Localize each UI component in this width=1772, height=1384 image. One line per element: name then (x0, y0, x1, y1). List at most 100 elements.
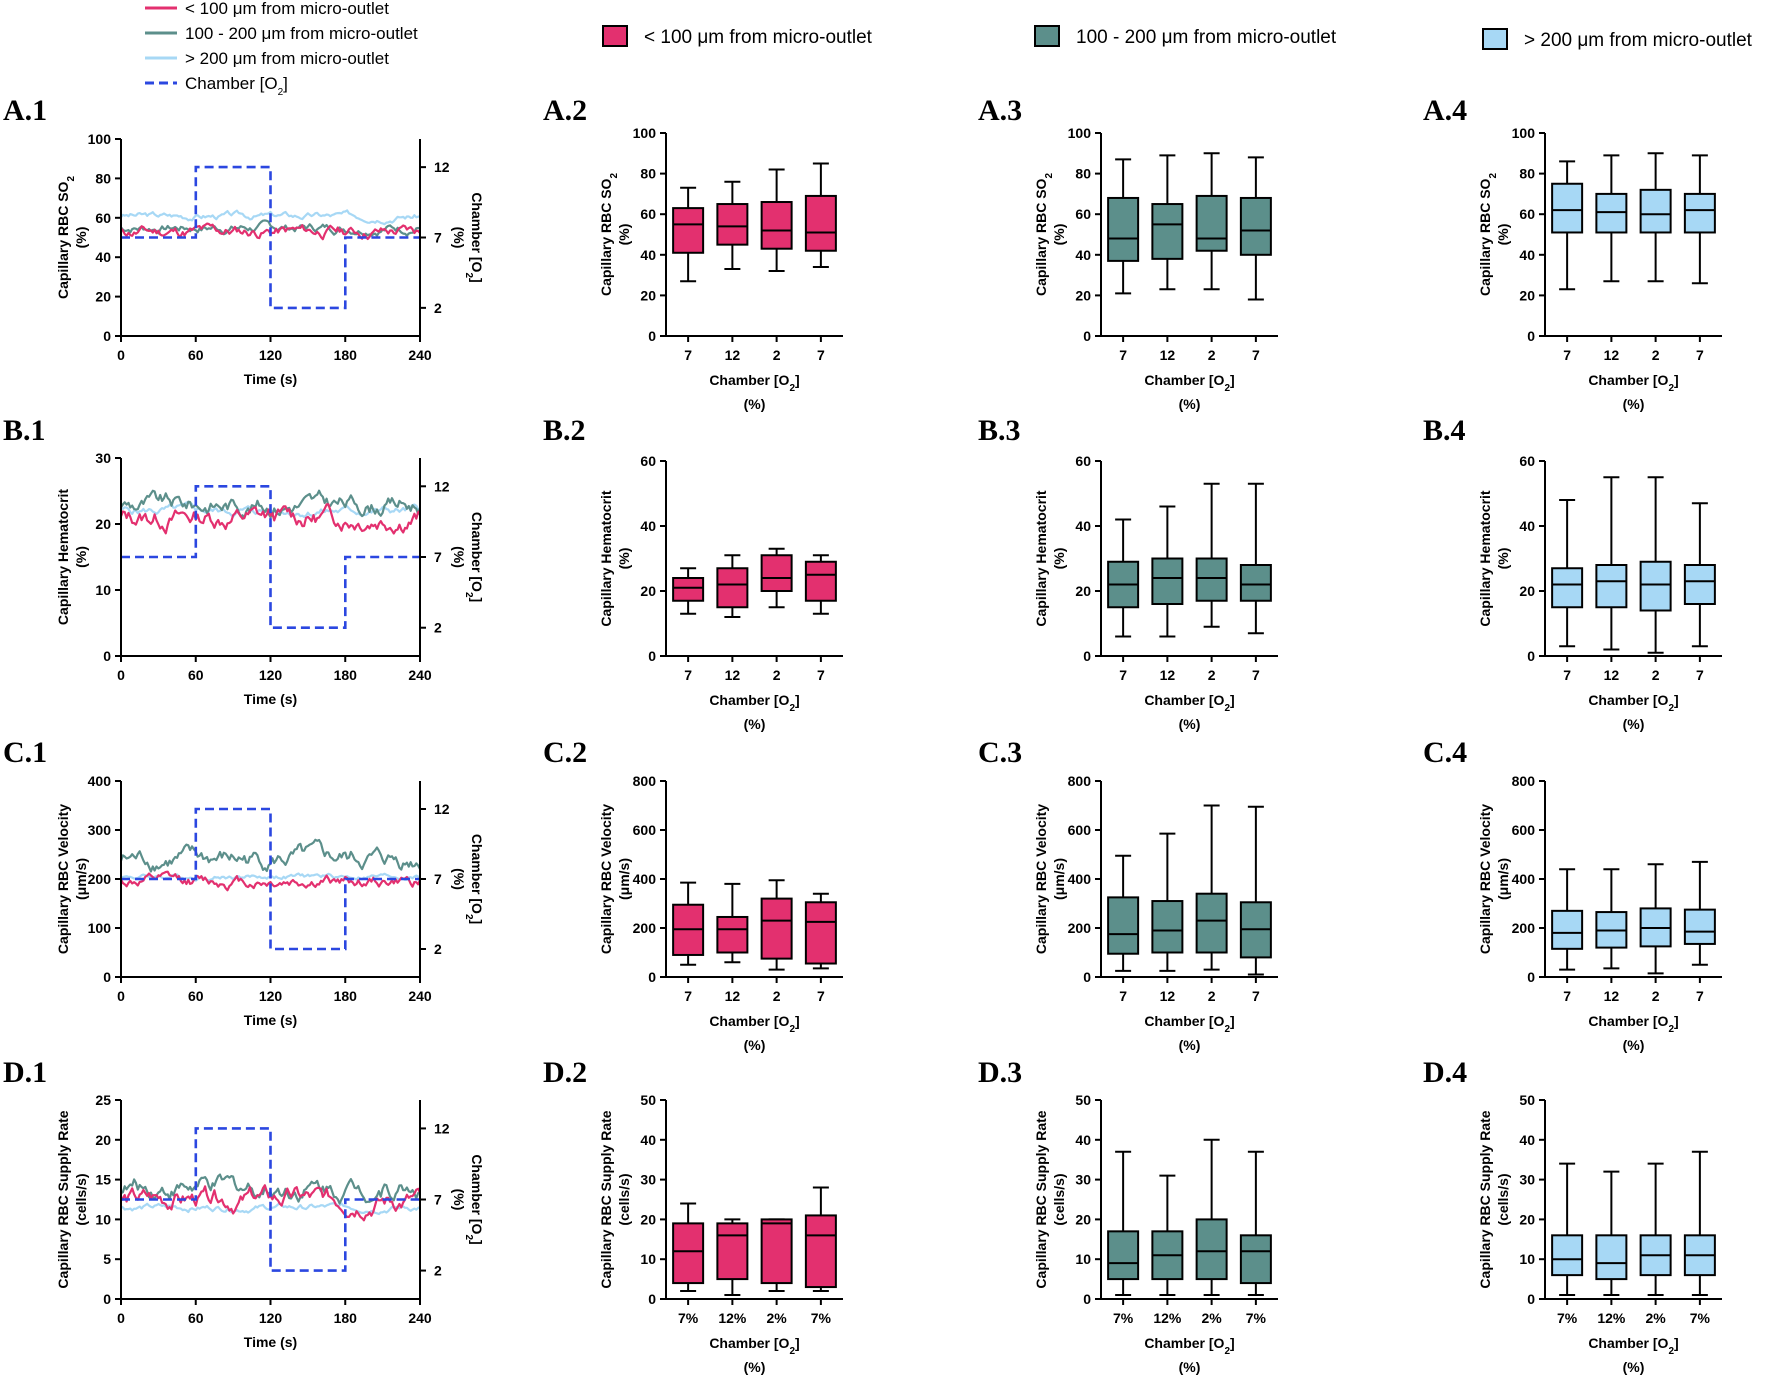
iqr-box (1107, 896, 1140, 955)
x-tick-label: 7 (1563, 988, 1571, 1004)
y-tick-label: 0 (1083, 969, 1091, 985)
iqr-box (1639, 560, 1672, 612)
iqr-box (672, 577, 705, 602)
x-axis-label: Chamber [O2] (709, 1013, 799, 1035)
y-axis-unit: (%) (616, 548, 632, 570)
y-tick-label: 30 (95, 450, 111, 466)
iqr-box (1239, 564, 1272, 602)
y-tick-label: 20 (640, 583, 656, 599)
x-axis-label: Chamber [O2] (1144, 1335, 1234, 1357)
y-tick-label: 40 (640, 247, 656, 263)
y-tick-label: 25 (95, 1092, 111, 1108)
iqr-box (1639, 188, 1672, 234)
box-3 (1195, 1138, 1228, 1297)
box-4 (804, 1186, 837, 1293)
x-tick-label: 12% (718, 1310, 747, 1326)
y-tick-label: 400 (88, 773, 112, 789)
iqr-box (804, 1214, 837, 1289)
right-y-axis-unit: (%) (451, 1189, 467, 1211)
x-tick-label: 0 (117, 988, 125, 1004)
iqr-box (1683, 908, 1716, 945)
y-axis-unit: (μm/s) (73, 858, 89, 900)
right-y-tick-label: 12 (434, 801, 450, 817)
y-tick-label: 100 (633, 125, 657, 141)
x-axis-label: Time (s) (244, 1012, 297, 1028)
box-3 (1639, 1162, 1672, 1297)
series-line (119, 503, 421, 535)
box-1 (1107, 518, 1140, 638)
y-axis-label: Capillary RBC Velocity (55, 804, 71, 954)
y-axis-label: Capillary RBC Supply Rate (1033, 1110, 1049, 1288)
x-tick-label: 2% (1202, 1310, 1223, 1326)
panel-label-B4: B.4 (1423, 414, 1466, 447)
y-tick-label: 800 (1512, 773, 1536, 789)
iqr-box (760, 554, 793, 592)
iqr-box (804, 901, 837, 965)
x-tick-label: 7% (1246, 1310, 1267, 1326)
y-tick-label: 50 (640, 1092, 656, 1108)
y-tick-label: 60 (640, 453, 656, 469)
x-axis-unit: (%) (744, 1359, 766, 1375)
x-axis-unit: (%) (744, 396, 766, 412)
y-axis-unit: (%) (1051, 548, 1067, 570)
box-4 (804, 162, 837, 268)
y-axis-unit: (cells/s) (73, 1173, 89, 1225)
right-y-axis-unit: (%) (451, 227, 467, 249)
x-tick-label: 12 (1160, 667, 1176, 683)
x-axis-label: Time (s) (244, 1334, 297, 1350)
y-tick-label: 0 (103, 648, 111, 664)
x-tick-label: 2 (1208, 988, 1216, 1004)
box-legend-entry: < 100 μm from micro-outlet (602, 25, 873, 48)
y-axis-unit: (%) (1051, 224, 1067, 246)
x-tick-label: 120 (259, 1310, 283, 1326)
x-tick-label: 7 (817, 347, 825, 363)
y-tick-label: 10 (95, 582, 111, 598)
y-tick-label: 600 (1512, 822, 1536, 838)
box-2 (1151, 505, 1184, 638)
x-axis-label: Time (s) (244, 371, 297, 387)
y-tick-label: 40 (1519, 247, 1535, 263)
x-tick-label: 7 (684, 347, 692, 363)
box-2 (1151, 832, 1184, 972)
iqr-box (1551, 1234, 1584, 1277)
box-3 (1195, 804, 1228, 971)
y-axis-unit: (%) (616, 224, 632, 246)
right-y-axis-label: Chamber [O2] (464, 512, 486, 602)
x-tick-label: 2 (773, 988, 781, 1004)
box-1 (1107, 854, 1140, 972)
y-tick-label: 60 (640, 206, 656, 222)
box-4 (1683, 154, 1716, 285)
y-tick-label: 20 (1519, 287, 1535, 303)
x-tick-label: 7 (1252, 667, 1260, 683)
box-3 (1639, 152, 1672, 283)
y-tick-label: 0 (103, 328, 111, 344)
box-4 (1683, 1150, 1716, 1297)
x-axis-label: Chamber [O2] (1144, 372, 1234, 394)
y-tick-label: 20 (640, 287, 656, 303)
x-tick-label: 7 (1252, 347, 1260, 363)
x-tick-label: 12 (1604, 347, 1620, 363)
iqr-box (1239, 1234, 1272, 1285)
y-tick-label: 0 (103, 1291, 111, 1307)
y-tick-label: 5 (103, 1251, 111, 1267)
iqr-box (804, 560, 837, 602)
x-tick-label: 12% (1153, 1310, 1182, 1326)
y-axis-label: Capillary Hematocrit (1477, 490, 1493, 626)
panel-label-B2: B.2 (543, 414, 586, 447)
y-tick-label: 200 (1512, 920, 1536, 936)
x-tick-label: 180 (334, 988, 358, 1004)
box-3 (1639, 863, 1672, 975)
iqr-box (1151, 557, 1184, 605)
y-axis-label: Capillary RBC Velocity (598, 804, 614, 954)
box-1 (672, 186, 705, 283)
y-tick-label: 15 (95, 1172, 111, 1188)
y-tick-label: 60 (95, 210, 111, 226)
iqr-box (1195, 892, 1228, 954)
iqr-box (1195, 1218, 1228, 1281)
iqr-box (716, 567, 749, 609)
y-axis-label: Capillary RBC Supply Rate (1477, 1110, 1493, 1288)
x-tick-label: 7% (811, 1310, 832, 1326)
chamber-o2-line (121, 1127, 420, 1272)
